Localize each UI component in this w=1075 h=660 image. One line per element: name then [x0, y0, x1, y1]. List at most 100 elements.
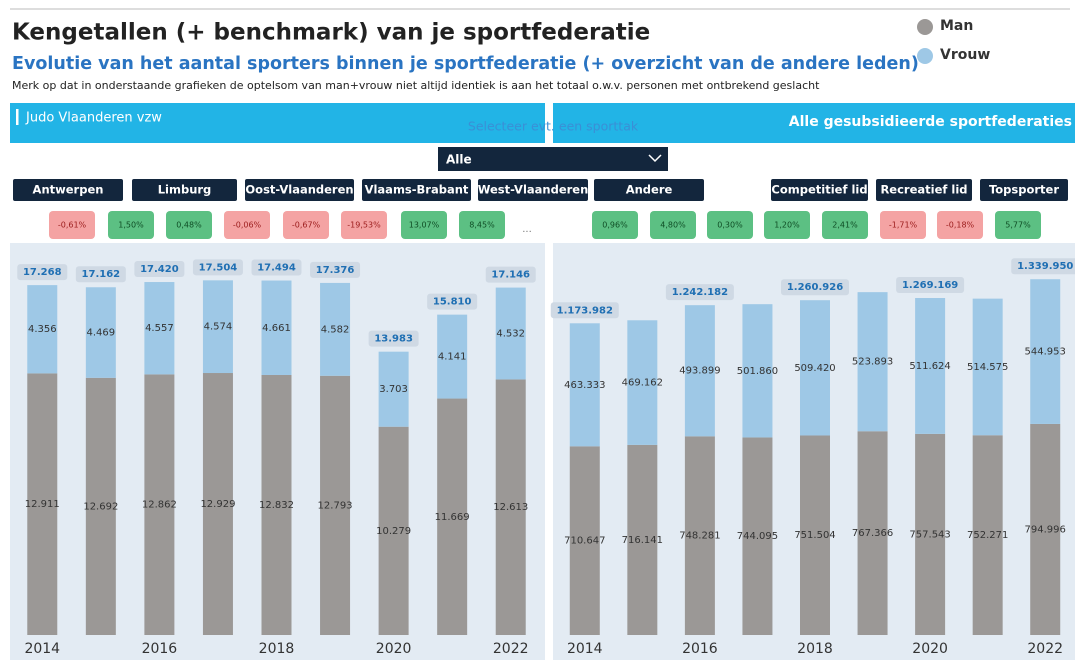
- bar-value-label: 12.613: [493, 502, 528, 513]
- bar-segment: [144, 374, 175, 635]
- total-label: 1.173.982: [557, 305, 613, 316]
- change-badge-label: 4,80%: [660, 221, 686, 230]
- bar-value-label: 12.832: [259, 500, 294, 511]
- total-label: 1.339.950: [1017, 261, 1073, 272]
- bar-segment: [857, 431, 888, 635]
- change-badge: [822, 211, 868, 239]
- bar-segment: [437, 398, 468, 635]
- filter-button-label: Antwerpen: [33, 183, 104, 197]
- total-pill: [1011, 258, 1075, 275]
- total-label: 1.269.169: [902, 280, 958, 291]
- bar-segment: [85, 287, 116, 378]
- filter-button[interactable]: [478, 179, 588, 201]
- filter-button[interactable]: [771, 179, 868, 201]
- bar-segment: [320, 282, 351, 376]
- bar-segment: [800, 300, 830, 436]
- bar-value-label: 469.162: [622, 378, 663, 389]
- change-badge-label: 5,77%: [1005, 221, 1031, 230]
- sporttak-hint: Selecteer evt. een sporttak: [468, 119, 639, 134]
- dropdown-chevron: [648, 154, 662, 163]
- banner-left: [10, 103, 545, 143]
- change-badge-label: -0,18%: [946, 221, 975, 230]
- total-label: 17.420: [140, 264, 179, 275]
- change-badge-label: 8,45%: [469, 221, 495, 230]
- change-badge: [401, 211, 447, 239]
- x-tick-label: 2014: [567, 641, 603, 657]
- x-tick-label: 2016: [682, 641, 718, 657]
- dropdown[interactable]: [438, 147, 668, 171]
- change-badge-label: -0,06%: [233, 221, 262, 230]
- bar-segment: [569, 446, 600, 635]
- filter-button[interactable]: [362, 179, 471, 201]
- bar-value-label: 463.333: [564, 380, 605, 391]
- note: Merk op dat in onderstaande grafieken de…: [12, 79, 820, 92]
- bar-value-label: 751.504: [794, 530, 835, 541]
- bar-segment: [378, 426, 409, 635]
- change-badge: [224, 211, 270, 239]
- bar-value-label: 716.141: [622, 535, 663, 546]
- total-pill: [781, 279, 849, 296]
- filter-button[interactable]: [876, 179, 972, 201]
- change-badge: [995, 211, 1041, 239]
- filter-button-label: Topsporter: [989, 183, 1059, 197]
- total-label: 1.260.926: [787, 282, 843, 293]
- change-badge: [592, 211, 638, 239]
- change-badge: [166, 211, 212, 239]
- bar-value-label: 4.661: [262, 323, 291, 334]
- bar-segment: [742, 304, 773, 438]
- bar-value-label: 4.582: [321, 324, 350, 335]
- banner-right: [553, 103, 1075, 143]
- bar-segment: [261, 280, 292, 375]
- bar-segment: [684, 305, 715, 437]
- filter-button[interactable]: [13, 179, 123, 201]
- change-badge: [650, 211, 696, 239]
- filter-button[interactable]: [980, 179, 1068, 201]
- total-label: 17.494: [257, 263, 296, 274]
- bar-value-label: 11.669: [435, 512, 470, 523]
- banner-left-label: Judo Vlaanderen vzw: [25, 111, 162, 126]
- legend-label: Vrouw: [940, 47, 990, 63]
- total-pill: [896, 277, 965, 294]
- change-badge: [764, 211, 810, 239]
- total-pill: [75, 266, 126, 283]
- bar-segment: [495, 287, 526, 380]
- bar-segment: [202, 280, 233, 374]
- subtitle: Evolutie van het aantal sporters binnen …: [12, 54, 919, 74]
- total-label: 17.162: [82, 269, 121, 280]
- bar-segment: [437, 314, 468, 399]
- bar-value-label: 4.532: [496, 329, 525, 340]
- filter-button[interactable]: [245, 179, 354, 201]
- bar-value-label: 794.996: [1025, 524, 1066, 535]
- filter-button[interactable]: [132, 179, 237, 201]
- bar-segment: [742, 437, 773, 635]
- change-badge: [108, 211, 154, 239]
- total-pill: [134, 261, 185, 278]
- total-label: 17.268: [23, 267, 62, 278]
- legend-swatch: [917, 19, 933, 35]
- bar-segment: [915, 433, 946, 635]
- bar-segment: [800, 435, 830, 635]
- bar-value-label: 12.692: [83, 501, 118, 512]
- more-indicator: ...: [522, 224, 532, 235]
- filter-button-label: Recreatief lid: [880, 183, 967, 197]
- change-badge-label: 2,41%: [832, 221, 858, 230]
- bar-segment: [857, 292, 888, 432]
- bar-segment: [972, 435, 1003, 635]
- change-badge-label: 1,50%: [118, 221, 144, 230]
- filter-button-label: Limburg: [158, 183, 212, 197]
- bar-segment: [378, 351, 409, 427]
- x-tick-label: 2016: [142, 641, 178, 657]
- filter-button-label: West-Vlaanderen: [478, 183, 589, 197]
- bar-segment: [202, 373, 233, 635]
- change-badge-label: 13,07%: [409, 221, 440, 230]
- filter-button[interactable]: [594, 179, 704, 201]
- change-badge: [49, 211, 95, 239]
- bar-value-label: 748.281: [679, 531, 720, 542]
- x-tick-label: 2022: [493, 641, 529, 657]
- bar-segment: [972, 298, 1003, 436]
- total-label: 17.376: [316, 265, 355, 276]
- x-tick-label: 2018: [797, 641, 833, 657]
- total-label: 17.504: [199, 262, 238, 273]
